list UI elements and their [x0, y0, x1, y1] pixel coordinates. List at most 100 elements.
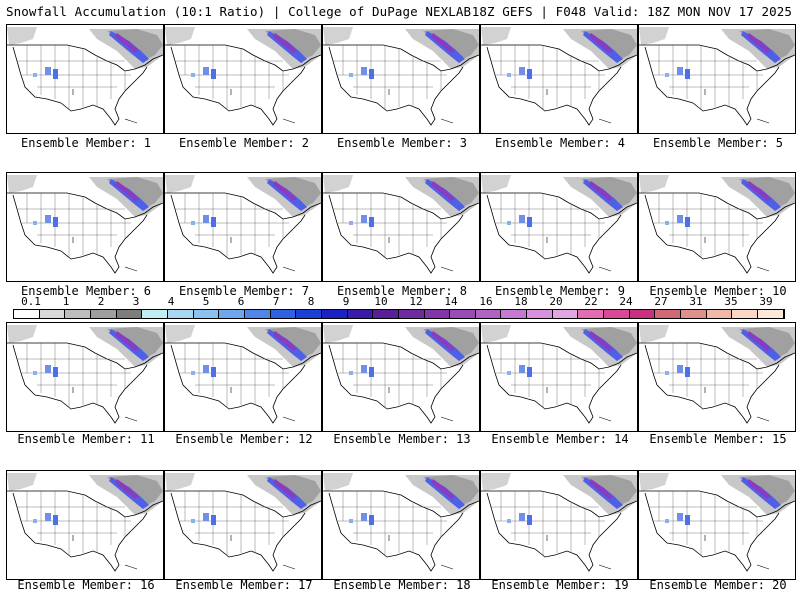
color-scale-swatch	[501, 310, 528, 318]
ensemble-map-panel	[480, 172, 638, 282]
color-scale-tick-label: 24	[619, 295, 633, 308]
color-scale-swatch	[732, 310, 759, 318]
color-scale-swatch	[296, 310, 322, 318]
snowfall-map	[165, 324, 321, 424]
ensemble-member-caption: Ensemble Member: 16	[17, 578, 155, 592]
snowfall-map	[639, 174, 795, 274]
ensemble-map-panel	[480, 322, 638, 432]
color-scale-swatch	[193, 310, 220, 318]
ensemble-member-caption: Ensemble Member: 18	[333, 578, 471, 592]
color-scale-swatch	[681, 310, 707, 318]
ensemble-member-caption: Ensemble Member: 8	[336, 284, 468, 298]
ensemble-map-panel	[164, 470, 322, 580]
ensemble-map-panel	[322, 24, 480, 134]
ensemble-member-caption: Ensemble Member: 2	[178, 136, 310, 150]
snowfall-map	[323, 472, 479, 572]
color-scale-tick-label: 27	[654, 295, 668, 308]
snowfall-map	[165, 174, 321, 274]
ensemble-member-caption: Ensemble Member: 11	[17, 432, 155, 446]
ensemble-member-caption: Ensemble Member: 9	[494, 284, 626, 298]
color-scale-swatch	[65, 310, 91, 318]
color-scale-tick-label: 1	[62, 295, 70, 308]
color-scale-tick-label: 0.1	[21, 295, 41, 308]
snowfall-map	[481, 324, 637, 424]
snowfall-map	[481, 174, 637, 274]
color-scale-swatch	[321, 310, 348, 318]
ensemble-member-caption: Ensemble Member: 4	[494, 136, 626, 150]
color-scale-tick-label: 14	[444, 295, 458, 308]
color-scale-tick-label: 9	[342, 295, 350, 308]
color-scale-tick-label: 35	[724, 295, 738, 308]
ensemble-member-caption: Ensemble Member: 19	[491, 578, 629, 592]
color-scale-tick-label: 3	[132, 295, 140, 308]
color-scale-tick-label: 20	[549, 295, 563, 308]
ensemble-map-panel	[480, 470, 638, 580]
ensemble-map-panel	[638, 24, 796, 134]
snowfall-map	[639, 324, 795, 424]
color-scale-swatch	[578, 310, 605, 318]
ensemble-member-caption: Ensemble Member: 12	[175, 432, 313, 446]
color-scale-swatch	[758, 310, 784, 318]
snowfall-color-scale: 0.1 1 2 3 4 5 6 7 8 9 10 12 14 16 18 20 22 24 27 31 35 39	[13, 295, 785, 319]
color-scale-tick-label: 22	[584, 295, 598, 308]
color-scale-swatch	[424, 310, 451, 318]
color-scale-swatch	[552, 310, 579, 318]
snowfall-map	[481, 472, 637, 572]
color-scale-tick-label: 2	[97, 295, 105, 308]
ensemble-map-panel	[6, 470, 164, 580]
color-scale-swatch	[270, 310, 297, 318]
snowfall-map	[165, 472, 321, 572]
color-scale-tick-label: 4	[167, 295, 175, 308]
color-scale-swatch	[629, 310, 656, 318]
color-scale-swatch	[604, 310, 630, 318]
snowfall-map	[7, 26, 163, 126]
ensemble-map-panel	[638, 322, 796, 432]
color-scale-tick-label: 39	[759, 295, 773, 308]
color-scale-tick-label: 6	[237, 295, 245, 308]
ensemble-member-caption: Ensemble Member: 15	[649, 432, 787, 446]
color-scale-swatch	[655, 310, 682, 318]
color-scale-swatch	[116, 310, 143, 318]
color-scale-swatch	[347, 310, 374, 318]
ensemble-member-caption: Ensemble Member: 1	[20, 136, 152, 150]
model-run-info: 18Z GEFS | F048 Valid: 18Z MON NOV 17 20…	[471, 4, 792, 19]
snowfall-map	[7, 324, 163, 424]
ensemble-member-caption: Ensemble Member: 14	[491, 432, 629, 446]
color-scale-bar	[13, 309, 785, 319]
color-scale-swatch	[398, 310, 425, 318]
ensemble-member-caption: Ensemble Member: 6	[20, 284, 152, 298]
color-scale-tick-label: 5	[202, 295, 210, 308]
snowfall-map	[7, 174, 163, 274]
color-scale-tick-label: 18	[514, 295, 528, 308]
color-scale-swatch	[14, 310, 40, 318]
ensemble-map-panel	[164, 322, 322, 432]
color-scale-swatch	[219, 310, 245, 318]
ensemble-map-panel	[322, 172, 480, 282]
ensemble-member-caption: Ensemble Member: 20	[649, 578, 787, 592]
snowfall-map	[323, 174, 479, 274]
ensemble-map-panel	[6, 322, 164, 432]
snowfall-map	[639, 26, 795, 126]
snowfall-map	[7, 472, 163, 572]
snowfall-map	[481, 26, 637, 126]
color-scale-tick-label: 10	[374, 295, 388, 308]
color-scale-swatch	[450, 310, 476, 318]
color-scale-swatch	[706, 310, 733, 318]
ensemble-map-panel	[164, 24, 322, 134]
color-scale-tick-label: 12	[409, 295, 423, 308]
ensemble-map-panel	[6, 172, 164, 282]
ensemble-map-panel	[164, 172, 322, 282]
ensemble-map-panel	[638, 172, 796, 282]
color-scale-swatch	[167, 310, 194, 318]
snowfall-map	[323, 324, 479, 424]
color-scale-swatch	[142, 310, 168, 318]
color-scale-tick-label: 8	[307, 295, 315, 308]
ensemble-member-caption: Ensemble Member: 3	[336, 136, 468, 150]
ensemble-member-caption: Ensemble Member: 10	[649, 284, 787, 298]
color-scale-swatch	[373, 310, 399, 318]
snowfall-map	[639, 472, 795, 572]
ensemble-member-caption: Ensemble Member: 17	[175, 578, 313, 592]
ensemble-map-panel	[480, 24, 638, 134]
snowfall-map	[323, 26, 479, 126]
color-scale-swatch	[527, 310, 553, 318]
